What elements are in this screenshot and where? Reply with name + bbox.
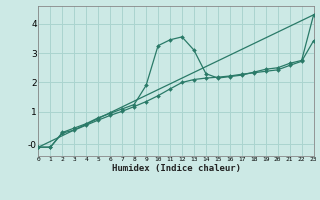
X-axis label: Humidex (Indice chaleur): Humidex (Indice chaleur) [111,164,241,173]
